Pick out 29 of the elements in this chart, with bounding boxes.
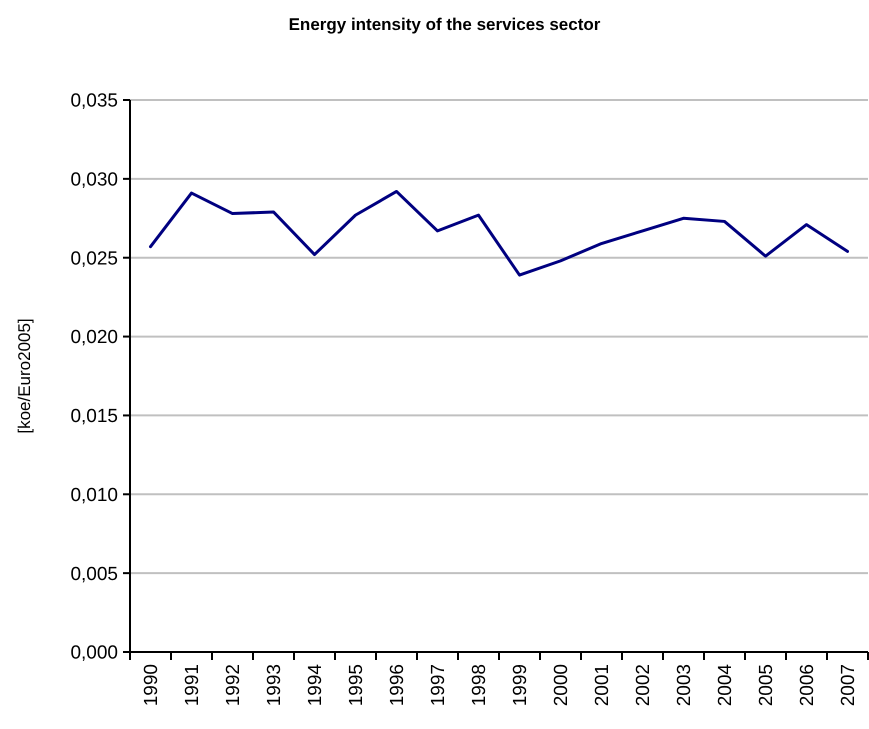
x-tick-label: 1991 [182,664,204,706]
y-tick-label: 0,005 [70,564,118,585]
x-tick-label: 1994 [305,664,326,706]
y-tick-label: 0,010 [70,484,118,506]
x-tick-label: 1999 [510,664,532,706]
y-tick-label: 0,015 [70,406,118,428]
x-tick-label: 1997 [428,664,450,706]
x-tick-label: 2006 [797,664,818,706]
y-tick-label: 0,030 [70,170,118,191]
y-tick-label: 0,020 [70,327,118,348]
line-series [149,190,849,277]
x-tick-label: 1998 [469,664,490,706]
x-tick-label: 2007 [838,664,860,706]
x-tick-label: 2003 [674,664,696,706]
x-tick-label: 2000 [551,664,572,706]
y-tick-label: 0,035 [70,90,118,112]
x-tick-label: 2001 [592,664,614,706]
x-tick-label: 1992 [223,664,244,706]
y-axis-title: [koe/Euro2005] [15,318,34,434]
x-tick-label: 1990 [141,664,162,706]
x-tick-label: 2002 [633,664,654,706]
y-tick-label: 0,000 [70,642,118,664]
x-tick-label: 1996 [387,664,408,706]
x-tick-label: 1995 [346,664,368,706]
x-tick-label: 1993 [264,664,286,706]
x-tick-label: 2004 [715,664,736,706]
y-tick-label: 0,025 [70,248,118,270]
x-tick-label: 2005 [756,664,778,706]
chart-title: Energy intensity of the services sector [288,15,601,34]
